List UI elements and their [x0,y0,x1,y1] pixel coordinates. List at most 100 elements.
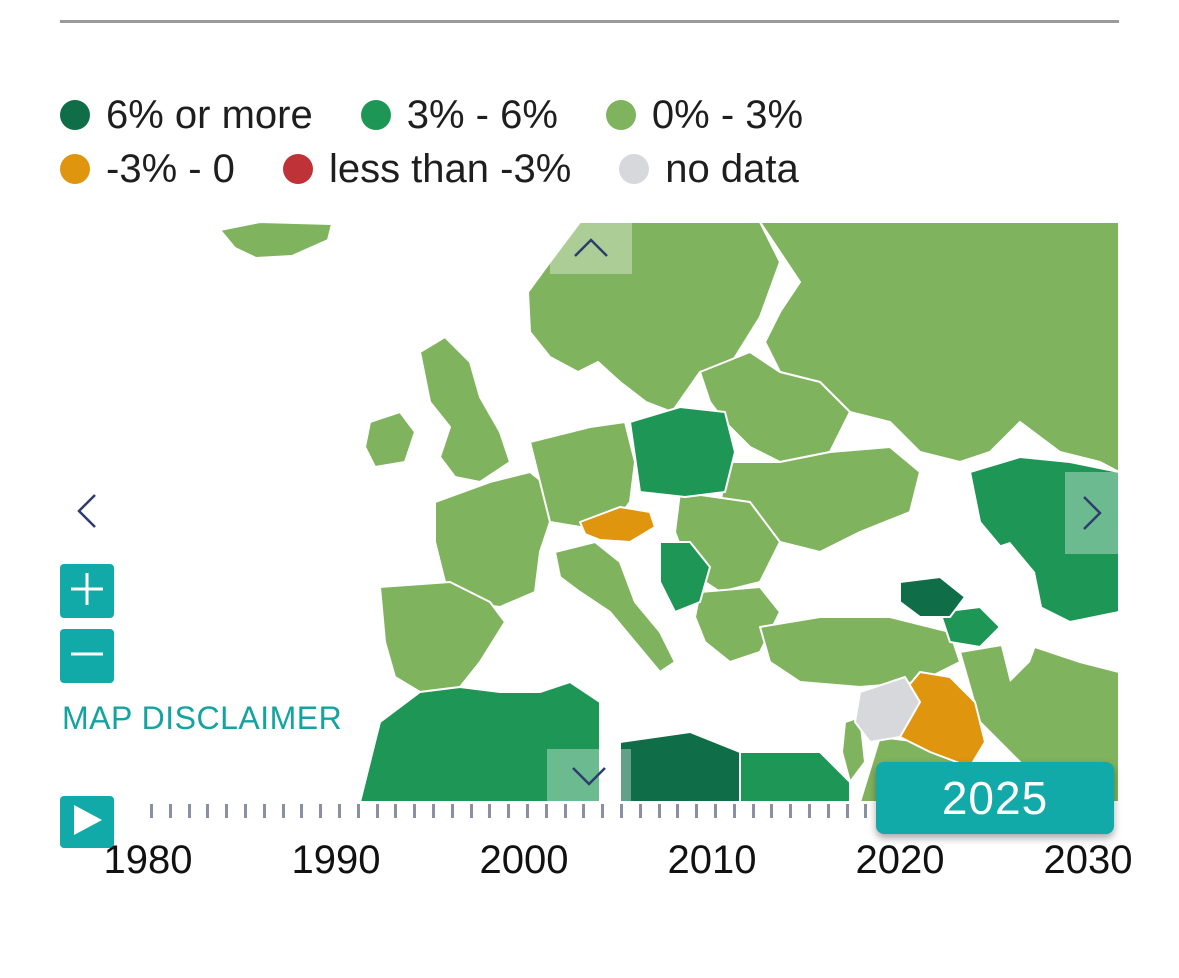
country-poland [629,406,736,498]
legend-row-1: 6% or more 3% - 6% 0% - 3% [60,88,1119,142]
pan-right-button[interactable] [1065,472,1119,554]
minus-icon [67,634,107,679]
timeline-tick [789,804,793,818]
year-label-2010: 2010 [667,838,757,882]
timeline-tick [469,804,473,818]
timeline-tick [845,804,849,818]
timeline-tick [770,804,774,818]
timeline-tick [319,804,323,818]
country-iceland [219,222,333,259]
timeline-tick [563,804,567,818]
timeline-tick [620,804,623,818]
chevron-down-icon [569,764,609,788]
timeline-tick [225,804,229,818]
country-greece-bulgaria [694,586,781,663]
legend-label: 3% - 6% [406,92,558,137]
timeline-tick [657,804,661,818]
legend-dot [619,154,650,184]
chevron-left-icon [75,491,99,536]
year-label-1980: 1980 [103,838,193,882]
country-france [434,471,556,608]
country-libya [619,731,741,802]
timeline-tick [582,804,586,818]
timeline-tick [826,804,830,818]
legend-label: 6% or more [106,92,313,137]
country-turkey [759,616,961,688]
timeline-tick [488,804,492,818]
year-label-2000: 2000 [479,838,569,882]
timeline-tick [695,804,699,818]
legend-dot [605,100,636,130]
zoom-in-button[interactable] [60,564,114,618]
pan-left-button[interactable] [60,472,114,554]
timeline-tick [187,804,191,818]
black-sea [780,552,900,612]
year-label-2030: 2030 [1043,838,1133,882]
pan-up-button[interactable] [550,222,632,274]
chevron-up-icon [571,236,611,260]
country-syria [854,676,921,743]
timeline-tick [300,804,304,818]
map-disclaimer-link[interactable]: MAP DISCLAIMER [62,700,343,736]
country-ireland [364,411,416,468]
timeline-tick [526,804,529,818]
timeline-tick [732,804,736,818]
legend-dot [60,100,90,130]
timeline-tick [507,804,511,818]
timeline-tick [714,804,717,818]
country-iberia [379,581,506,693]
timeline-tick [168,804,172,818]
timeline-tick [244,804,247,818]
legend-item-6-or-more: 6% or more [60,93,313,138]
legend-dot [360,100,391,130]
timeline-tick [450,804,454,818]
country-russia [759,222,1119,473]
play-icon [70,802,104,843]
selected-year-badge[interactable]: 2025 [876,762,1114,834]
legend: 6% or more 3% - 6% 0% - 3% -3% - 0 less … [60,88,1119,196]
timeline-tick [356,804,360,818]
year-label-2020: 2020 [855,838,945,882]
timeline-tick [413,804,417,818]
timeline-tick [638,804,642,818]
timeline-tick [375,804,379,818]
timeline-tick [394,804,398,818]
legend-item-0-to-3: 0% - 3% [605,92,804,138]
timeline-tick [808,804,811,818]
country-egypt [739,751,851,802]
timeline-tick [864,804,868,818]
timeline-tick [544,804,548,818]
timeline-tick [262,804,266,818]
legend-item-no-data: no data [619,146,799,192]
pan-down-button[interactable] [547,749,631,802]
play-button[interactable] [60,796,114,848]
timeline-tick [150,804,153,818]
legend-item-neg3-to-0: -3% - 0 [60,147,235,192]
country-uk [419,336,511,483]
legend-item-3-to-6: 3% - 6% [360,92,558,138]
legend-label: 0% - 3% [651,92,804,137]
timeline-tick [206,804,210,818]
top-divider [60,20,1119,23]
country-serbia [659,541,711,613]
plus-icon [67,569,107,614]
timeline-tick [601,804,605,818]
timeline-tick [751,804,755,818]
year-label-1990: 1990 [291,838,381,882]
zoom-out-button[interactable] [60,629,114,683]
country-austria [579,506,656,543]
map-svg[interactable] [60,222,1119,802]
timeline-tick [338,804,341,818]
caspian-sea [980,542,1045,682]
country-morocco-algeria [359,681,601,802]
legend-label: -3% - 0 [106,146,235,191]
legend-label: no data [665,146,799,191]
legend-dot [282,154,313,184]
timeline-tick [281,804,285,818]
timeline-tick [432,804,435,818]
legend-item-less-than-neg3: less than -3% [282,147,571,192]
legend-dot [60,154,90,184]
timeline-tick [676,804,680,818]
map-canvas[interactable] [60,222,1119,802]
country-armenia-azerbaijan [939,606,1001,648]
